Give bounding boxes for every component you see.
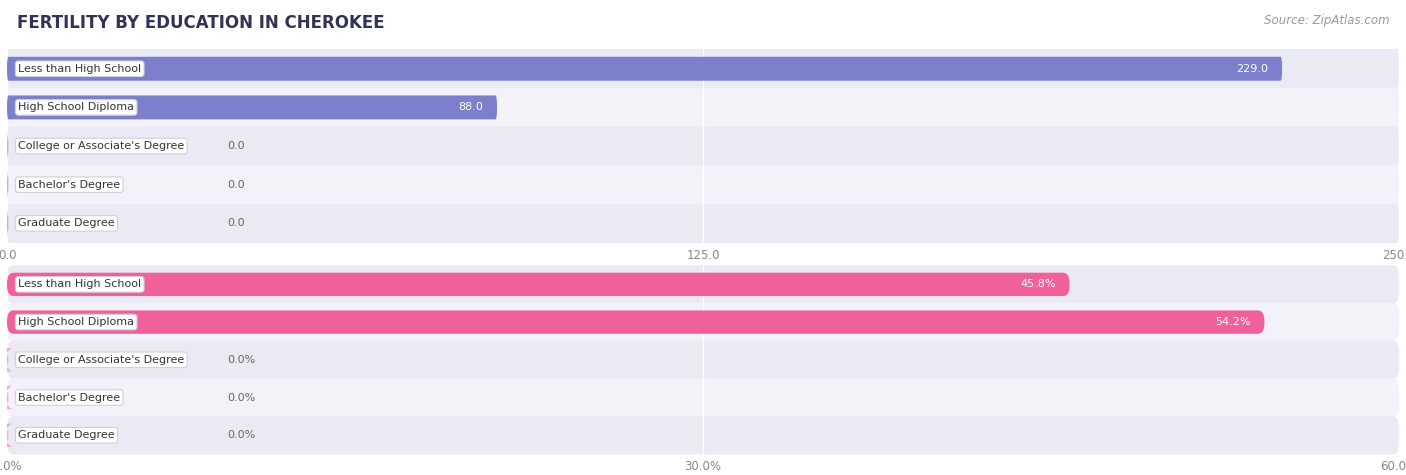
FancyBboxPatch shape <box>7 88 1399 127</box>
FancyBboxPatch shape <box>7 126 1399 166</box>
FancyBboxPatch shape <box>7 341 1399 379</box>
Text: College or Associate's Degree: College or Associate's Degree <box>18 355 184 365</box>
Text: Graduate Degree: Graduate Degree <box>18 430 115 440</box>
FancyBboxPatch shape <box>7 57 1282 81</box>
FancyBboxPatch shape <box>7 310 1264 334</box>
Text: 229.0: 229.0 <box>1236 64 1268 74</box>
Text: Less than High School: Less than High School <box>18 64 141 74</box>
FancyBboxPatch shape <box>7 303 1399 342</box>
FancyBboxPatch shape <box>1 424 14 447</box>
Text: Bachelor's Degree: Bachelor's Degree <box>18 392 121 402</box>
FancyBboxPatch shape <box>7 173 8 197</box>
FancyBboxPatch shape <box>7 49 1399 88</box>
Text: 0.0: 0.0 <box>226 180 245 190</box>
Text: High School Diploma: High School Diploma <box>18 317 134 327</box>
FancyBboxPatch shape <box>7 204 1399 243</box>
FancyBboxPatch shape <box>7 416 1399 455</box>
Text: 45.8%: 45.8% <box>1021 279 1056 289</box>
Text: College or Associate's Degree: College or Associate's Degree <box>18 141 184 151</box>
FancyBboxPatch shape <box>7 95 496 119</box>
Text: 0.0%: 0.0% <box>226 392 256 402</box>
Text: 0.0%: 0.0% <box>226 430 256 440</box>
Text: Bachelor's Degree: Bachelor's Degree <box>18 180 121 190</box>
FancyBboxPatch shape <box>7 265 1399 304</box>
Text: 0.0: 0.0 <box>226 218 245 228</box>
Text: FERTILITY BY EDUCATION IN CHEROKEE: FERTILITY BY EDUCATION IN CHEROKEE <box>17 14 384 32</box>
FancyBboxPatch shape <box>1 348 14 371</box>
FancyBboxPatch shape <box>7 134 8 158</box>
Text: Source: ZipAtlas.com: Source: ZipAtlas.com <box>1264 14 1389 27</box>
FancyBboxPatch shape <box>1 386 14 409</box>
FancyBboxPatch shape <box>7 378 1399 417</box>
FancyBboxPatch shape <box>7 165 1399 204</box>
FancyBboxPatch shape <box>7 273 1070 296</box>
Text: Graduate Degree: Graduate Degree <box>18 218 115 228</box>
Text: 54.2%: 54.2% <box>1215 317 1250 327</box>
Text: 0.0%: 0.0% <box>226 355 256 365</box>
Text: 88.0: 88.0 <box>458 103 484 113</box>
FancyBboxPatch shape <box>7 211 8 235</box>
Text: Less than High School: Less than High School <box>18 279 141 289</box>
Text: High School Diploma: High School Diploma <box>18 103 134 113</box>
Text: 0.0: 0.0 <box>226 141 245 151</box>
